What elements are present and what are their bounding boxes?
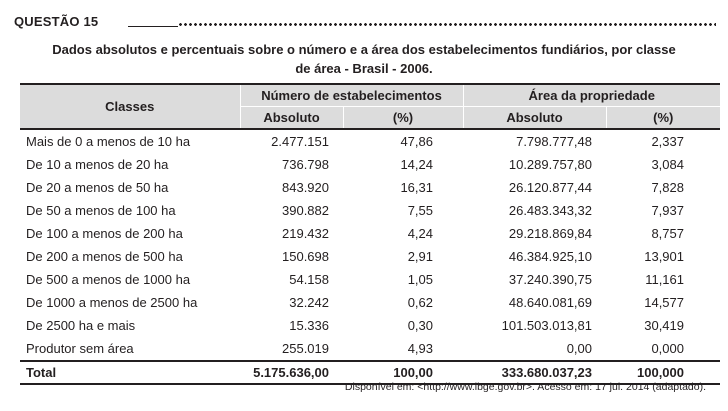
row-estab-percent: 4,93	[407, 341, 433, 356]
row-estab-percent: 1,05	[407, 272, 433, 287]
row-area-percent: 3,084	[651, 157, 684, 172]
total-area-absolute: 333.680.037,23	[463, 360, 606, 385]
row-area-absolute: 101.503.013,81	[501, 318, 592, 333]
row-area-percent: 7,937	[651, 203, 684, 218]
total-row: Total 5.175.636,00 100,00 333.680.037,23 100…	[20, 360, 720, 385]
row-class-label: Produtor sem área	[26, 341, 134, 356]
row-class-label: De 100 a menos de 200 ha	[26, 226, 183, 241]
header-group-area: Área da propriedade	[463, 83, 720, 107]
row-class-label: De 20 a menos de 50 ha	[26, 180, 169, 195]
row-area-absolute: 0,00	[566, 341, 592, 356]
row-class-label: De 10 a menos de 20 ha	[26, 157, 169, 172]
table-row: De 100 a menos de 200 ha 219.432 4,24 29.21…	[20, 222, 720, 245]
total-class-label: Total	[20, 360, 240, 385]
row-class-label: De 50 a menos de 100 ha	[26, 203, 176, 218]
row-area-percent: 7,828	[651, 180, 684, 195]
row-area-percent: 14,577	[644, 295, 684, 310]
row-estab-absolute: 54.158	[289, 272, 329, 287]
header-estab-percent: (%)	[343, 106, 464, 130]
source-note: Disponível em: <http://www.ibge.gov.br>.…	[344, 381, 706, 393]
row-area-percent: 30,419	[644, 318, 684, 333]
row-estab-absolute: 15.336	[289, 318, 329, 333]
table-row: Mais de 0 a menos de 10 ha 2.477.151 47,86…	[20, 129, 720, 153]
row-estab-absolute: 736.798	[282, 157, 329, 172]
row-estab-absolute: 2.477.151	[271, 134, 329, 149]
row-area-percent: 11,161	[645, 272, 684, 287]
row-estab-percent: 0,30	[407, 318, 433, 333]
caption-line-1: Dados absolutos e percentuais sobre o nú…	[52, 42, 676, 57]
row-area-absolute: 10.289.757,80	[508, 157, 592, 172]
header-estab-absolute: Absoluto	[240, 106, 344, 130]
data-table: Classes Número de estabelecimentos Área …	[20, 83, 720, 385]
row-area-percent: 13,901	[644, 249, 684, 264]
row-estab-percent: 7,55	[407, 203, 433, 218]
table-body: Mais de 0 a menos de 10 ha 2.477.151 47,86…	[20, 129, 720, 385]
total-estab-absolute: 5.175.636,00	[240, 360, 343, 385]
table-row: De 500 a menos de 1000 ha 54.158 1,05 37.24…	[20, 268, 720, 291]
row-estab-absolute: 150.698	[282, 249, 329, 264]
row-area-percent: 2,337	[651, 134, 684, 149]
row-estab-percent: 2,91	[407, 249, 433, 264]
row-class-label: De 200 a menos de 500 ha	[26, 249, 183, 264]
row-area-percent: 8,757	[651, 226, 684, 241]
header-area-percent: (%)	[606, 106, 720, 130]
dotted-rule	[178, 22, 716, 27]
table-row: Produtor sem área 255.019 4,93 0,00 0,000	[20, 337, 720, 361]
row-estab-absolute: 255.019	[282, 341, 329, 356]
row-class-label: De 500 a menos de 1000 ha	[26, 272, 191, 287]
header-classes: Classes	[20, 83, 241, 130]
question-label: QUESTÃO 15	[14, 14, 99, 29]
table-header: Classes Número de estabelecimentos Área …	[20, 83, 720, 130]
row-class-label: Mais de 0 a menos de 10 ha	[26, 134, 191, 149]
row-area-absolute: 37.240.390,75	[508, 272, 592, 287]
header-rule	[128, 26, 178, 27]
row-area-absolute: 48.640.081,69	[508, 295, 592, 310]
row-class-label: De 2500 ha e mais	[26, 318, 136, 333]
row-area-absolute: 46.384.925,10	[508, 249, 592, 264]
row-estab-absolute: 390.882	[282, 203, 329, 218]
table-caption: Dados absolutos e percentuais sobre o nú…	[20, 40, 708, 78]
row-area-absolute: 29.218.869,84	[508, 226, 592, 241]
row-estab-absolute: 32.242	[289, 295, 329, 310]
caption-line-2: de área - Brasil - 2006.	[295, 61, 433, 76]
total-estab-percent: 100,00	[343, 360, 463, 385]
table-row: De 2500 ha e mais 15.336 0,30 101.503.013,8…	[20, 314, 720, 337]
table-row: De 200 a menos de 500 ha 150.698 2,91 46.38…	[20, 245, 720, 268]
row-estab-absolute: 843.920	[282, 180, 329, 195]
row-estab-percent: 0,62	[407, 295, 433, 310]
row-class-label: De 1000 a menos de 2500 ha	[26, 295, 198, 310]
table-row: De 10 a menos de 20 ha 736.798 14,24 10.289…	[20, 153, 720, 176]
row-estab-absolute: 219.432	[282, 226, 329, 241]
row-estab-percent: 16,31	[400, 180, 433, 195]
question-header: QUESTÃO 15	[12, 14, 716, 32]
row-estab-percent: 4,24	[407, 226, 433, 241]
row-area-percent: 0,000	[651, 341, 684, 356]
row-area-absolute: 26.483.343,32	[508, 203, 592, 218]
row-area-absolute: 7.798.777,48	[516, 134, 592, 149]
header-area-absolute: Absoluto	[463, 106, 607, 130]
table-row: De 20 a menos de 50 ha 843.920 16,31 26.120…	[20, 176, 720, 199]
row-estab-percent: 47,86	[400, 134, 433, 149]
row-estab-percent: 14,24	[400, 157, 433, 172]
row-area-absolute: 26.120.877,44	[508, 180, 592, 195]
total-area-percent: 100,000	[606, 360, 720, 385]
table-row: De 50 a menos de 100 ha 390.882 7,55 26.483…	[20, 199, 720, 222]
header-group-establishments: Número de estabelecimentos	[240, 83, 464, 107]
table-row: De 1000 a menos de 2500 ha 32.242 0,62 48.6…	[20, 291, 720, 314]
